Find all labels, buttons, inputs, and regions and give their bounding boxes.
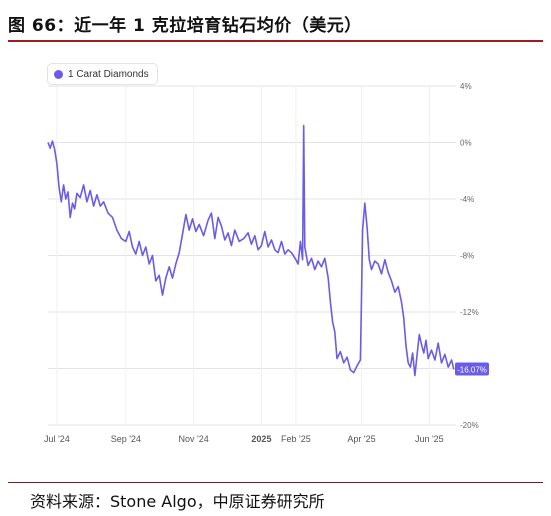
y-tick-label: -8%: [460, 252, 474, 261]
y-tick-label: -20%: [460, 421, 479, 430]
figure-title: 图 66：近一年 1 克拉培育钻石均价（美元）: [8, 16, 362, 36]
chart-legend[interactable]: 1 Carat Diamonds: [47, 63, 158, 85]
x-tick-label: Feb '25: [281, 434, 311, 444]
series-line-1-carat-diamonds[interactable]: [47, 124, 455, 377]
last-value-label: -16.07%: [457, 365, 487, 374]
series-line-layer: [47, 124, 455, 377]
x-tick-label: Apr '25: [347, 434, 375, 444]
title-divider: [8, 40, 543, 42]
y-tick-label: -4%: [460, 195, 474, 204]
y-axis-ticks: 4%0%-4%-8%-12%-16%-20%: [460, 82, 479, 430]
y-tick-label: -12%: [460, 308, 479, 317]
x-tick-label: Nov '24: [179, 434, 209, 444]
x-tick-label: Sep '24: [111, 434, 141, 444]
x-tick-label: Jun '25: [415, 434, 444, 444]
y-tick-label: 4%: [460, 82, 472, 91]
x-tick-label: 2025: [251, 434, 271, 444]
y-tick-label: 0%: [460, 139, 472, 148]
gridlines: [48, 85, 456, 426]
source-divider: [8, 482, 543, 483]
figure-source: 资料来源：Stone Algo，中原证券研究所: [30, 492, 325, 511]
last-value-badge-bg: [455, 362, 489, 376]
x-axis-ticks: Jul '24 Sep '24 Nov '24 2025 Feb '25 Apr '25 J…: [44, 434, 444, 444]
legend-series-label: 1 Carat Diamonds: [68, 68, 149, 80]
legend-swatch-icon: [54, 69, 63, 79]
last-value-badge: -16.07%: [455, 362, 489, 376]
x-tick-label: Jul '24: [44, 434, 70, 444]
